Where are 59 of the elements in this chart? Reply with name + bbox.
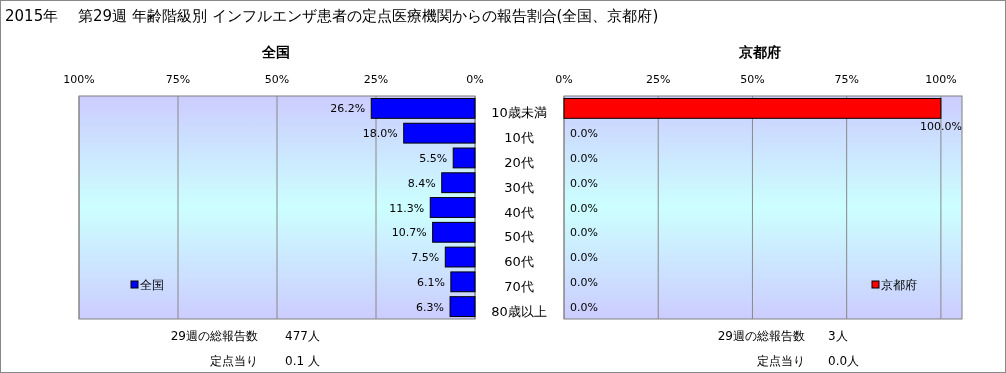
data-label: 8.4%: [407, 176, 436, 190]
bar: [403, 122, 476, 144]
chart-subtitle: 全国: [261, 44, 290, 60]
x-tick-label: 0%: [555, 73, 573, 86]
text: 0.0人: [828, 354, 860, 368]
text: 3人: [828, 329, 848, 343]
data-label: 6.1%: [416, 275, 445, 289]
bar: [449, 296, 476, 318]
data-label: 100.0%: [919, 120, 962, 134]
data-label: 0.0%: [570, 201, 598, 215]
y-tick-label: 20代: [504, 154, 534, 170]
legend-label: 京都府: [881, 278, 917, 292]
x-tick-label: 0%: [466, 73, 484, 86]
data-label: 0.0%: [570, 251, 598, 265]
data-label: 0.0%: [570, 176, 598, 190]
data-label: 0.0%: [570, 127, 598, 141]
bar: [429, 197, 476, 218]
data-label: 0.0%: [570, 275, 598, 289]
x-tick-label: 100%: [925, 73, 957, 86]
bar: [441, 172, 476, 194]
data-label: 0.0%: [570, 226, 598, 240]
data-label: 26.2%: [330, 102, 366, 116]
data-label: 7.5%: [411, 251, 440, 265]
text: 477人: [285, 329, 320, 343]
bar: [370, 97, 476, 119]
y-tick-label: 60代: [504, 254, 534, 270]
x-tick-label: 25%: [363, 73, 389, 86]
x-tick-label: 100%: [63, 73, 95, 86]
y-tick-label: 80歳以上: [491, 303, 547, 319]
text: 29週の総報告数: [170, 329, 258, 343]
x-tick-label: 50%: [264, 73, 290, 86]
data-label: 18.0%: [362, 127, 398, 141]
y-tick-label: 40代: [504, 204, 534, 220]
x-tick-label: 75%: [834, 73, 859, 86]
chart-title: 京都府: [738, 44, 781, 60]
data-label: 11.3%: [389, 201, 425, 215]
x-tick-label: 50%: [740, 73, 765, 86]
y-tick-label: 10代: [504, 130, 534, 146]
y-tick-label: 30代: [504, 179, 534, 195]
y-tick-label: 70代: [504, 278, 534, 294]
bar: [444, 246, 476, 268]
legend-label: 全国: [140, 278, 164, 292]
data-label: 10.7%: [391, 226, 427, 240]
bar: [452, 147, 476, 169]
text: 定点当り: [757, 354, 805, 368]
chart-title: 2015年 第29週 年齢階級別 インフルエンザ患者の定点医療機関からの報告割合(全国、京都府): [5, 7, 659, 25]
text: 29週の総報告数: [717, 329, 805, 343]
x-tick-label: 75%: [165, 73, 191, 86]
x-tick-label: 25%: [646, 73, 671, 86]
y-tick-label: 50代: [504, 229, 534, 245]
data-label: 6.3%: [416, 300, 445, 314]
y-tick-label: 10歳未満: [491, 105, 547, 121]
bar: [450, 271, 476, 293]
data-label: 5.5%: [419, 151, 448, 165]
text: 定点当り: [210, 354, 258, 368]
data-label: 0.0%: [570, 300, 598, 314]
text: 0.1 人: [285, 354, 320, 368]
bar: [432, 221, 476, 243]
data-label: 0.0%: [570, 151, 598, 165]
